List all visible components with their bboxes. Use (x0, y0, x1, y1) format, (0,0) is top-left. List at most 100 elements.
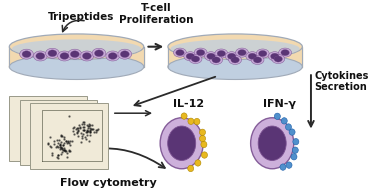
Ellipse shape (20, 49, 33, 59)
Point (29, 114, 35, 117)
Ellipse shape (168, 54, 302, 80)
Ellipse shape (259, 50, 267, 57)
Point (63, 109, 69, 112)
Point (79, 116, 85, 119)
Ellipse shape (207, 53, 215, 59)
Point (36, 114, 41, 117)
Point (79, 102, 85, 105)
Polygon shape (168, 47, 302, 67)
Ellipse shape (274, 56, 282, 62)
Point (89, 155, 95, 158)
Point (67, 144, 73, 147)
Point (66, 136, 72, 139)
Point (20, 103, 26, 106)
Point (38, 109, 44, 112)
Point (87, 148, 92, 151)
Ellipse shape (215, 49, 228, 58)
Point (63, 149, 69, 152)
Point (34, 130, 40, 133)
Text: T-cell
Proliferation: T-cell Proliferation (118, 3, 193, 25)
Point (65, 135, 71, 138)
Point (34, 110, 40, 113)
Point (66, 149, 72, 152)
Point (33, 108, 39, 111)
Point (26, 115, 31, 118)
Point (34, 106, 40, 109)
Point (55, 142, 61, 145)
Point (87, 133, 92, 136)
Ellipse shape (184, 52, 197, 61)
Point (87, 129, 92, 132)
Point (26, 110, 32, 113)
Point (26, 133, 32, 136)
Ellipse shape (176, 50, 184, 56)
Point (60, 122, 66, 125)
Point (68, 142, 74, 145)
Point (48, 122, 54, 125)
Point (79, 137, 85, 140)
Ellipse shape (120, 51, 129, 57)
Point (57, 128, 63, 131)
Point (65, 141, 71, 144)
Point (53, 146, 58, 149)
Point (56, 126, 61, 129)
Point (36, 120, 42, 123)
Point (60, 148, 66, 151)
Point (81, 154, 87, 157)
Point (30, 124, 36, 127)
Point (27, 104, 33, 107)
Point (89, 150, 95, 153)
Point (57, 127, 63, 130)
Ellipse shape (228, 53, 236, 59)
Point (83, 138, 88, 141)
Point (80, 125, 86, 128)
Point (51, 125, 57, 128)
Point (74, 131, 80, 134)
Point (66, 145, 72, 148)
Point (60, 136, 66, 139)
Point (35, 108, 41, 111)
Point (65, 132, 71, 135)
Ellipse shape (199, 129, 205, 136)
Point (75, 126, 81, 129)
Point (63, 121, 69, 124)
Ellipse shape (205, 52, 218, 61)
Ellipse shape (58, 51, 71, 61)
Point (50, 106, 56, 109)
Point (38, 113, 44, 116)
Point (55, 153, 61, 156)
Ellipse shape (201, 141, 207, 148)
Point (51, 143, 57, 146)
Ellipse shape (210, 55, 223, 64)
Ellipse shape (36, 53, 45, 59)
Point (50, 126, 56, 129)
Point (27, 132, 33, 135)
Ellipse shape (68, 49, 82, 59)
Point (30, 124, 36, 127)
Point (85, 130, 91, 133)
Point (31, 104, 37, 107)
Ellipse shape (19, 71, 134, 77)
Point (65, 135, 71, 138)
Ellipse shape (171, 39, 300, 58)
Point (75, 142, 81, 145)
Point (47, 136, 53, 139)
Point (55, 156, 61, 159)
Point (34, 103, 40, 106)
Point (83, 142, 88, 145)
Ellipse shape (292, 147, 298, 153)
Ellipse shape (270, 53, 279, 59)
Ellipse shape (48, 50, 57, 57)
Point (42, 111, 48, 114)
Point (26, 142, 32, 145)
Point (51, 131, 57, 134)
Bar (30, 103, 108, 169)
Point (74, 126, 80, 129)
Point (89, 155, 95, 158)
Point (19, 107, 25, 110)
Text: IFN-γ: IFN-γ (263, 99, 296, 109)
Point (59, 134, 65, 137)
Point (63, 139, 69, 142)
Point (19, 103, 25, 106)
Point (40, 109, 46, 112)
